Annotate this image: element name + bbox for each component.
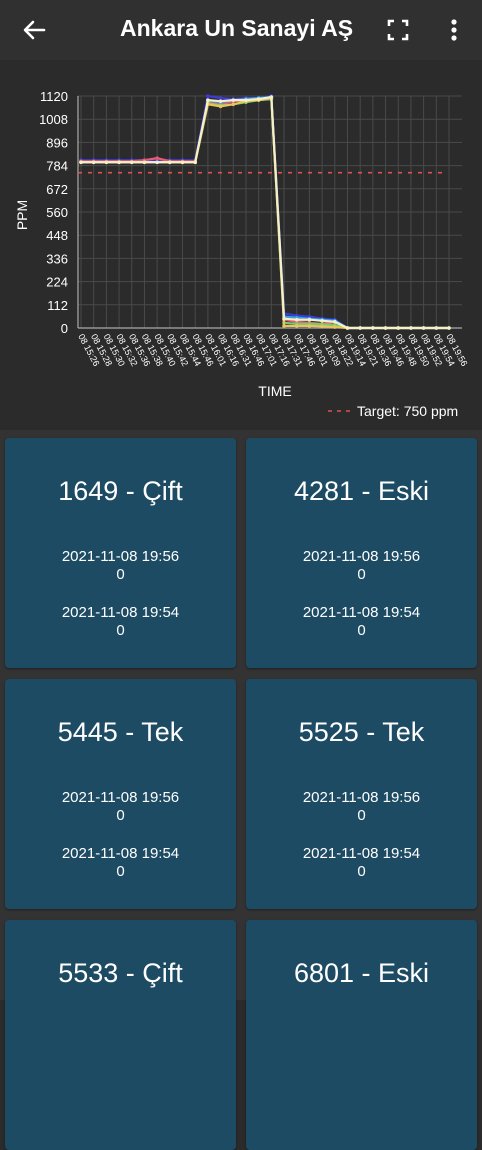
data-point — [142, 160, 147, 165]
data-point — [409, 326, 413, 330]
sensor-card[interactable]: 5533 - Çift — [5, 920, 236, 1150]
card-value-2: 0 — [116, 622, 125, 639]
sensor-card[interactable]: 5525 - Tek 2021-11-08 19:56 0 2021-11-08… — [246, 679, 477, 909]
data-point — [206, 94, 210, 98]
sensor-card[interactable]: 1649 - Çift 2021-11-08 19:56 0 2021-11-0… — [5, 438, 236, 668]
card-title: 1649 - Çift — [58, 476, 183, 506]
data-point — [396, 326, 401, 330]
data-point — [421, 326, 426, 330]
data-point — [231, 102, 236, 107]
data-point — [383, 326, 388, 330]
card-title: 5525 - Tek — [298, 717, 425, 747]
data-point — [269, 95, 274, 99]
fullscreen-icon[interactable] — [386, 18, 410, 42]
data-point — [129, 160, 134, 165]
card-value-1: 0 — [116, 807, 125, 824]
data-point — [206, 98, 210, 102]
data-point — [218, 104, 223, 109]
y-tick-label: 784 — [46, 159, 68, 174]
data-point — [218, 96, 223, 100]
data-point — [332, 319, 337, 324]
y-tick-label: 1120 — [40, 89, 68, 104]
y-tick-label: 0 — [61, 321, 68, 336]
data-point — [282, 316, 286, 321]
data-point — [91, 160, 96, 165]
data-point — [79, 160, 83, 165]
card-value-2: 0 — [357, 622, 366, 639]
card-time-2: 2021-11-08 19:54 — [61, 845, 180, 862]
data-point — [307, 317, 312, 322]
y-tick-label: 896 — [46, 135, 68, 150]
sensor-card[interactable]: 5445 - Tek 2021-11-08 19:56 0 2021-11-08… — [5, 679, 236, 909]
data-point — [358, 326, 362, 330]
data-point — [294, 317, 299, 322]
card-time-1: 2021-11-08 19:56 — [61, 548, 180, 565]
y-tick-label: 448 — [46, 228, 68, 243]
data-point — [282, 324, 286, 328]
back-arrow-icon[interactable] — [18, 14, 50, 46]
sensor-card[interactable]: 6801 - Eski — [246, 920, 477, 1150]
data-point — [434, 326, 439, 330]
y-tick-label: 560 — [46, 205, 68, 220]
card-title: 4281 - Eski — [293, 476, 430, 506]
ppm-chart: 0 112 224 336 448 560 672 784 896 1008 1120 08 15:… — [0, 60, 482, 430]
y-axis-label: PPM — [14, 200, 30, 230]
card-title: 6801 - Eski — [293, 958, 430, 988]
data-point — [244, 98, 248, 102]
data-point — [193, 160, 198, 165]
data-point — [320, 324, 324, 329]
app-bar: Ankara Un Sanayi AŞ — [0, 0, 482, 60]
y-tick-label: 224 — [46, 275, 68, 290]
series-line — [81, 96, 449, 330]
card-grid: 1649 - Çift 2021-11-08 19:56 0 2021-11-0… — [0, 430, 482, 1150]
data-point — [307, 324, 312, 328]
data-point — [180, 160, 185, 165]
data-point — [332, 325, 337, 329]
series-line — [81, 96, 449, 330]
page-title: Ankara Un Sanayi AŞ — [120, 15, 354, 41]
data-point — [231, 98, 236, 102]
data-point — [168, 160, 172, 165]
card-title: 5445 - Tek — [57, 717, 184, 747]
data-point — [104, 160, 109, 165]
data-point — [155, 160, 159, 165]
card-time-1: 2021-11-08 19:56 — [61, 789, 180, 806]
data-point — [345, 326, 350, 330]
series-line — [81, 95, 449, 330]
y-tick-label: 112 — [47, 298, 68, 313]
y-tick-label: 1008 — [39, 112, 68, 127]
y-tick-label: 336 — [46, 251, 68, 266]
card-time-2: 2021-11-08 19:54 — [61, 604, 180, 621]
sensor-card[interactable]: 4281 - Eski 2021-11-08 19:56 0 2021-11-0… — [246, 438, 477, 668]
x-axis-label: TIME — [258, 383, 291, 399]
card-value-2: 0 — [116, 863, 125, 880]
data-point — [117, 160, 121, 165]
card-value-1: 0 — [357, 566, 366, 583]
data-point — [371, 326, 375, 330]
series-line — [81, 95, 449, 330]
data-point — [155, 156, 159, 160]
card-value-2: 0 — [357, 863, 366, 880]
data-point — [320, 318, 324, 323]
more-vert-icon[interactable] — [444, 16, 464, 44]
data-point — [294, 324, 299, 328]
legend-label: Target: 750 ppm — [357, 403, 458, 419]
data-point — [218, 99, 223, 103]
y-tick-label: 672 — [46, 182, 68, 197]
card-time-1: 2021-11-08 19:56 — [302, 789, 421, 806]
series-line — [81, 98, 449, 330]
card-time-1: 2021-11-08 19:56 — [302, 548, 421, 565]
card-time-2: 2021-11-08 19:54 — [302, 845, 421, 862]
card-time-2: 2021-11-08 19:54 — [302, 604, 421, 621]
card-title: 5533 - Çift — [58, 958, 183, 988]
card-value-1: 0 — [116, 566, 125, 583]
data-point — [447, 326, 451, 330]
data-point — [256, 97, 261, 101]
card-value-1: 0 — [357, 807, 366, 824]
